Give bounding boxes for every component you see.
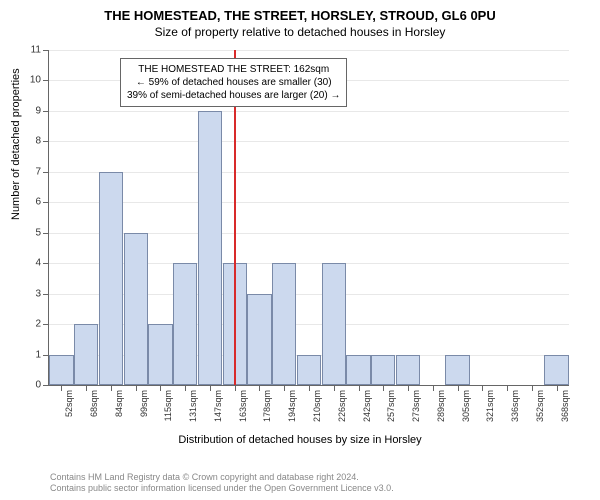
y-tick bbox=[43, 233, 49, 234]
y-tick bbox=[43, 294, 49, 295]
y-tick-label: 2 bbox=[21, 319, 41, 330]
x-tick bbox=[532, 385, 533, 391]
x-tick-label: 305sqm bbox=[461, 390, 471, 422]
bar bbox=[173, 263, 197, 385]
x-tick-label: 321sqm bbox=[485, 390, 495, 422]
annotation-line1: THE HOMESTEAD THE STREET: 162sqm bbox=[127, 63, 340, 76]
footer-line2: Contains public sector information licen… bbox=[50, 483, 394, 494]
bar bbox=[198, 111, 222, 385]
y-tick-label: 9 bbox=[21, 105, 41, 116]
bar bbox=[148, 324, 172, 385]
x-tick-label: 84sqm bbox=[114, 390, 124, 417]
y-tick bbox=[43, 263, 49, 264]
chart-subtitle: Size of property relative to detached ho… bbox=[0, 23, 600, 39]
y-tick bbox=[43, 202, 49, 203]
x-tick-label: 194sqm bbox=[287, 390, 297, 422]
x-tick bbox=[458, 385, 459, 391]
grid-line bbox=[49, 172, 569, 173]
bar bbox=[49, 355, 73, 385]
y-tick bbox=[43, 355, 49, 356]
bar bbox=[346, 355, 370, 385]
x-tick-label: 163sqm bbox=[238, 390, 248, 422]
y-tick-label: 3 bbox=[21, 288, 41, 299]
x-tick bbox=[557, 385, 558, 391]
y-tick-label: 11 bbox=[21, 45, 41, 56]
y-tick-label: 1 bbox=[21, 349, 41, 360]
y-tick-label: 8 bbox=[21, 136, 41, 147]
x-axis-title: Distribution of detached houses by size … bbox=[0, 434, 600, 446]
x-tick bbox=[284, 385, 285, 391]
x-tick-label: 226sqm bbox=[337, 390, 347, 422]
y-tick-label: 6 bbox=[21, 197, 41, 208]
x-tick bbox=[383, 385, 384, 391]
annotation-box: THE HOMESTEAD THE STREET: 162sqm ← 59% o… bbox=[120, 58, 347, 107]
chart-area: 0123456789101152sqm68sqm84sqm99sqm115sqm… bbox=[48, 50, 568, 385]
x-tick bbox=[482, 385, 483, 391]
x-tick-label: 368sqm bbox=[560, 390, 570, 422]
y-tick bbox=[43, 80, 49, 81]
grid-line bbox=[49, 202, 569, 203]
x-tick-label: 68sqm bbox=[89, 390, 99, 417]
y-tick bbox=[43, 111, 49, 112]
x-tick-label: 289sqm bbox=[436, 390, 446, 422]
y-tick-label: 0 bbox=[21, 380, 41, 391]
y-tick-label: 4 bbox=[21, 258, 41, 269]
x-tick bbox=[259, 385, 260, 391]
x-tick bbox=[86, 385, 87, 391]
y-tick bbox=[43, 172, 49, 173]
y-tick bbox=[43, 141, 49, 142]
chart-title: THE HOMESTEAD, THE STREET, HORSLEY, STRO… bbox=[0, 0, 600, 23]
x-tick-label: 131sqm bbox=[188, 390, 198, 422]
x-tick-label: 210sqm bbox=[312, 390, 322, 422]
y-tick bbox=[43, 324, 49, 325]
x-tick-label: 115sqm bbox=[163, 390, 173, 421]
bar bbox=[99, 172, 123, 385]
x-tick-label: 257sqm bbox=[386, 390, 396, 422]
x-tick bbox=[309, 385, 310, 391]
x-tick-label: 99sqm bbox=[139, 390, 149, 417]
grid-line bbox=[49, 141, 569, 142]
x-tick-label: 352sqm bbox=[535, 390, 545, 422]
footer-line1: Contains HM Land Registry data © Crown c… bbox=[50, 472, 394, 483]
y-tick bbox=[43, 50, 49, 51]
x-tick bbox=[359, 385, 360, 391]
grid-line bbox=[49, 50, 569, 51]
x-tick-label: 147sqm bbox=[213, 390, 223, 422]
y-tick-label: 7 bbox=[21, 166, 41, 177]
x-tick bbox=[185, 385, 186, 391]
bar bbox=[544, 355, 568, 385]
x-tick-label: 178sqm bbox=[262, 390, 272, 422]
x-tick bbox=[160, 385, 161, 391]
bar bbox=[322, 263, 346, 385]
x-tick bbox=[210, 385, 211, 391]
bar bbox=[396, 355, 420, 385]
bar bbox=[124, 233, 148, 385]
bar bbox=[272, 263, 296, 385]
x-tick bbox=[507, 385, 508, 391]
bar bbox=[445, 355, 469, 385]
x-tick-label: 273sqm bbox=[411, 390, 421, 422]
x-tick-label: 336sqm bbox=[510, 390, 520, 422]
x-tick bbox=[235, 385, 236, 391]
bar bbox=[371, 355, 395, 385]
bar bbox=[297, 355, 321, 385]
x-tick bbox=[136, 385, 137, 391]
x-tick bbox=[334, 385, 335, 391]
bar bbox=[74, 324, 98, 385]
x-tick-label: 242sqm bbox=[362, 390, 372, 422]
grid-line bbox=[49, 111, 569, 112]
y-tick-label: 5 bbox=[21, 227, 41, 238]
x-tick bbox=[408, 385, 409, 391]
bar bbox=[247, 294, 271, 385]
x-tick-label: 52sqm bbox=[64, 390, 74, 417]
annotation-line2: ← 59% of detached houses are smaller (30… bbox=[127, 76, 340, 89]
x-tick bbox=[61, 385, 62, 391]
x-tick bbox=[433, 385, 434, 391]
annotation-line3: 39% of semi-detached houses are larger (… bbox=[127, 89, 340, 102]
footer-attribution: Contains HM Land Registry data © Crown c… bbox=[50, 472, 394, 495]
x-tick bbox=[111, 385, 112, 391]
y-tick bbox=[43, 385, 49, 386]
y-tick-label: 10 bbox=[21, 75, 41, 86]
